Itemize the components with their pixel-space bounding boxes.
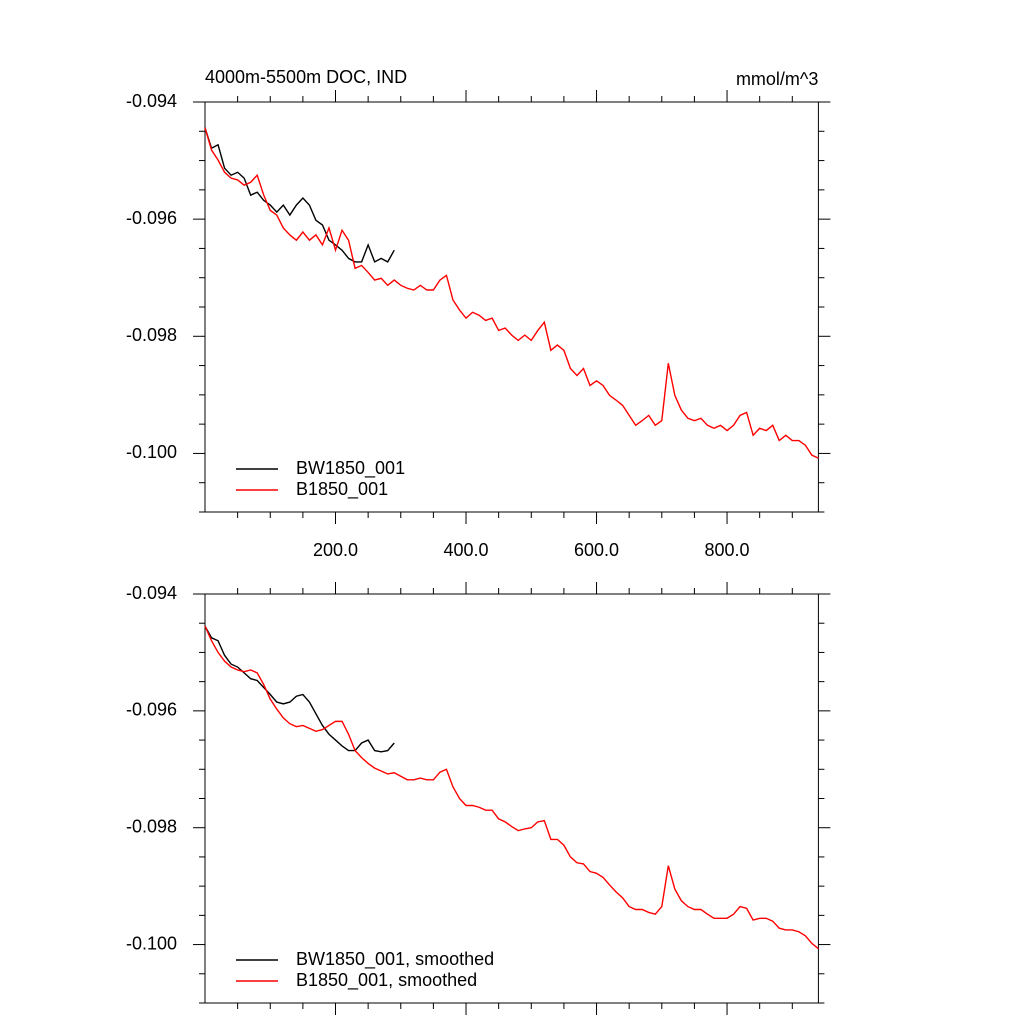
y-tick-label: -0.098 bbox=[126, 816, 177, 836]
units-label: mmol/m^3 bbox=[736, 69, 818, 89]
y-tick-label: -0.094 bbox=[126, 91, 177, 111]
legend-label: B1850_001 bbox=[296, 479, 388, 500]
chart-title: 4000m-5500m DOC, IND bbox=[205, 67, 407, 87]
legend-label: BW1850_001, smoothed bbox=[296, 949, 494, 970]
x-tick-label: 200.0 bbox=[313, 540, 358, 560]
legend-label: B1850_001, smoothed bbox=[296, 970, 477, 991]
y-tick-label: -0.094 bbox=[126, 583, 177, 603]
x-tick-label: 400.0 bbox=[443, 540, 488, 560]
data-line bbox=[204, 625, 395, 753]
plot-frame bbox=[204, 101, 819, 513]
y-tick-label: -0.096 bbox=[126, 208, 177, 228]
legend-label: BW1850_001 bbox=[296, 458, 405, 479]
x-tick-label: 800.0 bbox=[705, 540, 750, 560]
data-line bbox=[204, 127, 395, 263]
data-line bbox=[204, 625, 819, 950]
data-line bbox=[204, 127, 819, 459]
y-tick-label: -0.100 bbox=[126, 933, 177, 953]
y-tick-label: -0.098 bbox=[126, 325, 177, 345]
y-tick-label: -0.100 bbox=[126, 442, 177, 462]
x-tick-label: 600.0 bbox=[574, 540, 619, 560]
y-tick-label: -0.096 bbox=[126, 700, 177, 720]
plot-frame bbox=[204, 593, 819, 1004]
